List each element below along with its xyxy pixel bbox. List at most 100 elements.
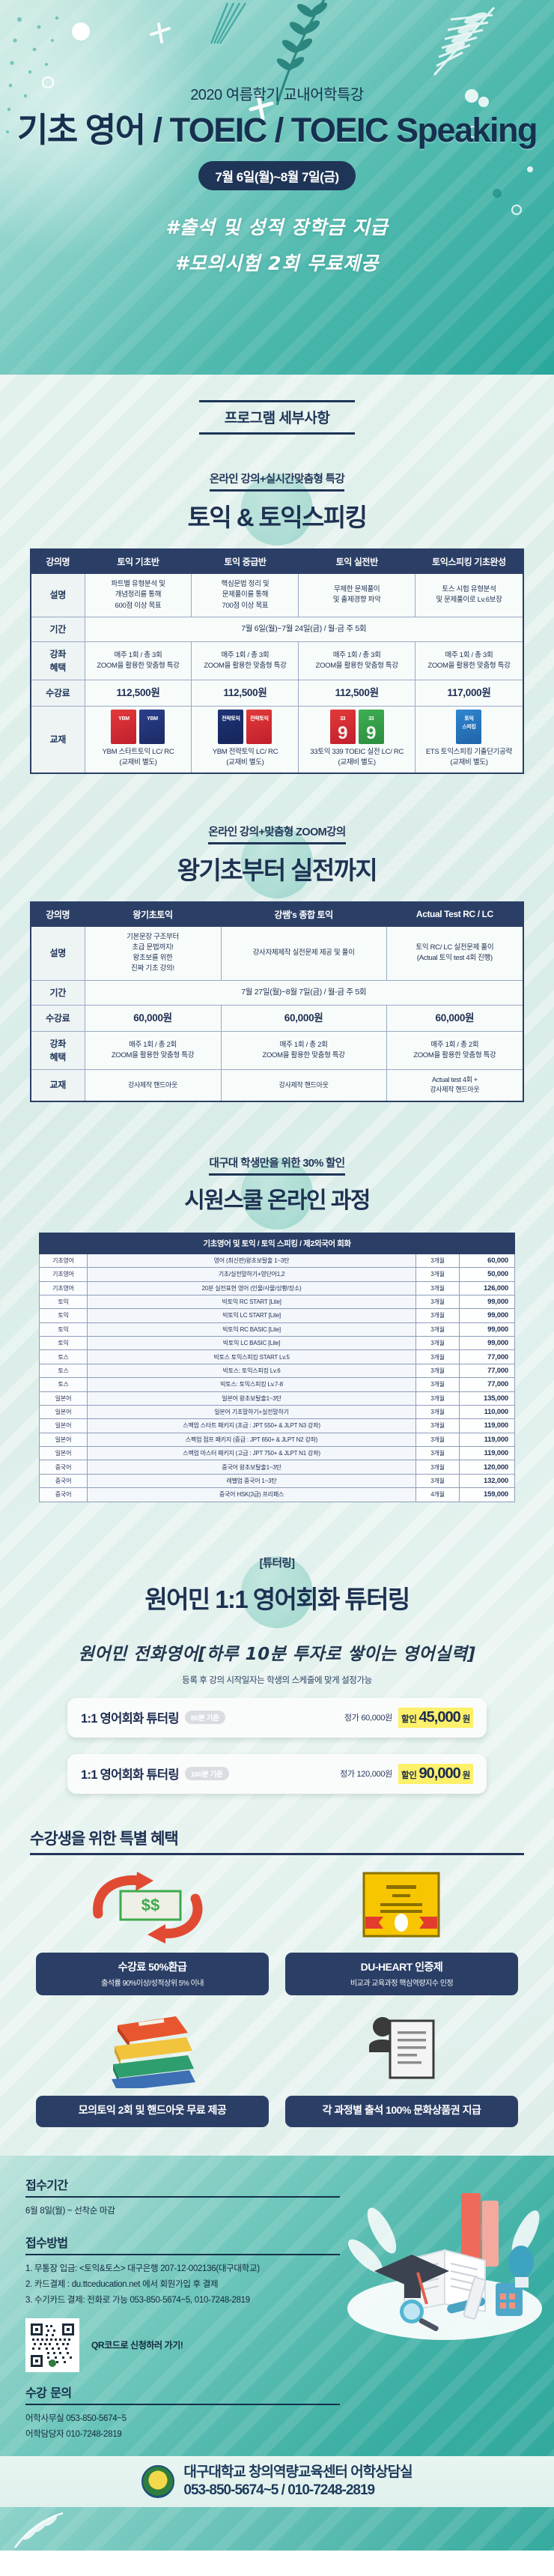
plus-sparkle-icon-2 [249,94,274,121]
row-label-benefit-l1: 강좌 [49,1038,67,1049]
cell-wbook-2: Actual test 4회 + 강사제작 핸드아웃 [386,1068,524,1102]
siwon-cell-dur: 3개월 [416,1404,460,1420]
siwon-cell-amt: 119,000 [459,1418,515,1433]
program-details-label: 프로그램 세부사항 [198,400,356,435]
section-toeic-header: 온라인 강의+실시간맞춤형 특강 토익 & 토익스피킹 [0,441,554,545]
benefit-pill-2: 모의토익 2회 및 핸드아웃 무료 제공 [36,2095,269,2127]
table-row: 일본어 스펙업 마스터 패키지 (고급 : JPT 750+ & JLPT N1 … [39,1445,515,1461]
apply-period-rule [25,2195,340,2198]
wang-table-wrap: 강의명 왕기초토익 강쌤's 종합 토익 Actual Test RC / LC… [0,898,554,1102]
tutor-card-orig-0: 정가 60,000원 [344,1714,392,1723]
discount-unit-1: 원 [462,1771,471,1780]
inquiry-line-1: 어학사무실 053-850-5674~5 [25,2413,127,2423]
toeic-table-wrap: 강의명 토익 기초반 토익 중급반 토익 실전반 토익스피킹 기초완성 설명 파… [0,545,554,774]
benefits-header: 수강생을 위한 특별 혜택 [0,1794,554,1855]
col-wcourse-2: Actual Test RC / LC [386,901,524,927]
apply-method-rule [25,2253,340,2255]
certificate-icon [362,1872,439,1937]
table-row: 교재 강사제작 핸드아웃 강사제작 핸드아웃 Actual test 4회 + 강… [30,1068,524,1102]
fern-leaf-icon [433,7,496,76]
book-cover-icon: 토익 스피킹 [456,710,482,744]
tutor-card-80[interactable]: 1:1 영어회화 튜터링 80분 기준 정가 60,000원 할인 45,000… [67,1697,487,1738]
siwon-cell-dur: 3개월 [416,1391,460,1406]
siwon-cell-name: 빅토스 토익스피킹 START Lv.5 [87,1349,416,1364]
siwon-cell-name: 빅토익 LC START [Lite] [87,1308,416,1323]
col-course-0: 토익 기초반 [84,548,192,574]
footer-content: 접수기간 6월 8일(월) ~ 선착순 마감 접수방법 1. 무통장 입금: <… [0,2175,554,2443]
siwon-cell-name: 기초/실전말하기+영단어1,2 [87,1267,416,1282]
tutor-card-badge-1: 160분 기준 [184,1767,229,1780]
hero-hashtag-1: #출석 및 성적 장학금 지급 [165,217,389,239]
siwon-price-table: 기초영어 및 토익 / 토익 스피킹 / 제2외국어 회화 기초영어 영어 (최신… [39,1232,515,1502]
apply-method-3: 3. 수기카드 결제: 전화로 가능 053-850-5674~5, 010-7… [25,2296,250,2306]
siwon-cell-amt: 110,000 [459,1404,515,1420]
table-row-head: 강의명 토익 기초반 토익 중급반 토익 실전반 토익스피킹 기초완성 [30,548,524,574]
siwon-cell-cat: 토스 [39,1363,88,1379]
tutor-card-160[interactable]: 1:1 영어회화 튜터링 160분 기준 정가 120,000원 할인 90,0… [67,1753,487,1794]
table-row: 기간 7월 6일(월)~7월 24일(금) / 월-금 주 5회 [30,616,524,642]
apply-method-title: 접수방법 [25,2235,68,2250]
table-row: 토익 빅토익 RC START [Lite] 3개월 99,000 [39,1294,515,1310]
toeic-detail-table: 강의명 토익 기초반 토익 중급반 토익 실전반 토익스피킹 기초완성 설명 파… [30,548,524,774]
row-label-benefit-l1: 강좌 [49,648,67,659]
table-row: 중국어 중국어 왕초보탈출1~3탄 3개월 120,000 [39,1460,515,1475]
siwon-cell-cat: 기초영어 [39,1253,88,1269]
siwon-cell-amt: 77,000 [459,1377,515,1392]
cell-desc-1: 핵심문법 정리 및 문제풀이를 통해 700점 이상 목표 [191,573,299,617]
siwon-cell-dur: 3개월 [416,1253,460,1269]
table-row: 설명 파트별 유형분석 및 개념정리를 통해 600점 이상 목표 핵심문법 정리 … [30,573,524,617]
section-wang-title: 왕기초부터 실전까지 [177,856,378,884]
row-label-benefit: 강좌 혜택 [30,641,85,680]
qr-code-icon[interactable] [25,2318,79,2372]
table-row: 수강료 60,000원 60,000원 60,000원 [30,1004,524,1032]
col-course-2: 토익 실전반 [298,548,416,574]
qr-code-svg [29,2321,76,2368]
footer: 접수기간 6월 8일(월) ~ 선착순 마감 접수방법 1. 무통장 입금: <… [0,2155,554,2551]
decorative-circle [241,1157,313,1230]
benefit-card-certificate: DU-HEART 인증제 비교과 교육과정 핵심역량지수 인정 [285,1867,518,1995]
siwon-cell-cat: 기초영어 [39,1281,88,1295]
table-row: 토익 빅토익 RC BASIC [Lite] 3개월 99,000 [39,1322,515,1337]
row-label-benefit-l2: 혜택 [49,1051,67,1062]
cell-benefit-3: 매주 1회 / 총 3회 ZOOM을 활용한 맞춤형 특강 [414,641,524,680]
table-row: 토스 빅토스 토익스피킹 START Lv.5 3개월 77,000 [39,1349,515,1364]
tutor-card-name-0: 1:1 영어회화 튜터링 [81,1712,180,1726]
book-covers-0: YBM YBM [87,710,190,744]
siwon-cell-name: 스펙업 점프 패키지 (중급 : JPT 650+ & JLPT N2 강좌) [87,1432,416,1448]
siwon-cell-name: 빅토스: 토익스피킹 Lv.7-8 [87,1377,416,1392]
table-row: 일본어 일본어 기초말하기+실전말하기 3개월 110,000 [39,1404,515,1420]
row-label-period: 기간 [30,979,85,1006]
cell-desc-0: 파트별 유형분석 및 개념정리를 통해 600점 이상 목표 [84,573,192,617]
footer-desk-illustration-icon [347,2192,542,2340]
section-tutor-title: 원어민 1:1 영어회화 튜터링 [144,1585,410,1613]
col-wcourse-0: 왕기초토익 [84,901,222,927]
siwon-cell-amt: 60,000 [459,1253,515,1269]
cell-desc-3: 토스 시험 유형분석 및 문제풀이로 Lv.6보장 [414,573,524,617]
hero-date-badge: 7월 6일(월)~8월 7일(금) [198,161,356,191]
book-covers-2: 33 9 33 9 [300,710,413,744]
siwon-cell-dur: 3개월 [416,1281,460,1295]
tutor-script-text: 원어민 전화영어[하루 10분 투자로 쌓이는 영어실력] [78,1644,476,1664]
siwon-cell-cat: 토스 [39,1349,88,1364]
benefits-title: 수강생을 위한 특별 혜택 [30,1830,179,1848]
footer-leaf-icon [13,2512,64,2548]
plus-sparkle-icon [150,22,171,43]
table-row: 토스 빅토스: 토익스피킹 Lv.7-8 3개월 77,000 [39,1377,515,1392]
siwon-cell-amt: 50,000 [459,1267,515,1282]
benefit-card-document: 각 과정별 출석 100% 문화상품권 지급 [285,2010,518,2127]
benefit-pill-3: 각 과정별 출석 100% 문화상품권 지급 [285,2095,518,2127]
siwon-cell-amt: 99,000 [459,1308,515,1323]
book-cover-icon: 33 9 [358,710,384,744]
program-details-header: 프로그램 세부사항 [0,375,554,441]
cell-book-1: 전략토익 전략토익 YBM 전략토익 LC/ RC (교재비 별도) [191,706,299,773]
siwon-cell-name: 빅토스: 토익스피킹 Lv.6 [87,1363,416,1379]
row-label-benefit-l2: 혜택 [49,662,67,673]
section-siwon-title: 시원스쿨 온라인 과정 [184,1188,371,1213]
siwon-cell-name: 일본어 왕초보탈출1~3탄 [87,1391,416,1406]
siwon-cell-name: 빅토익 RC BASIC [Lite] [87,1322,416,1337]
cell-wfee-0: 60,000원 [84,1004,222,1032]
siwon-cell-amt: 159,000 [459,1487,515,1502]
siwon-cell-dur: 3개월 [416,1363,460,1379]
cell-wbenefit-1: 매주 1회 / 총 2회 ZOOM을 활용한 맞춤형 특강 [220,1030,387,1070]
